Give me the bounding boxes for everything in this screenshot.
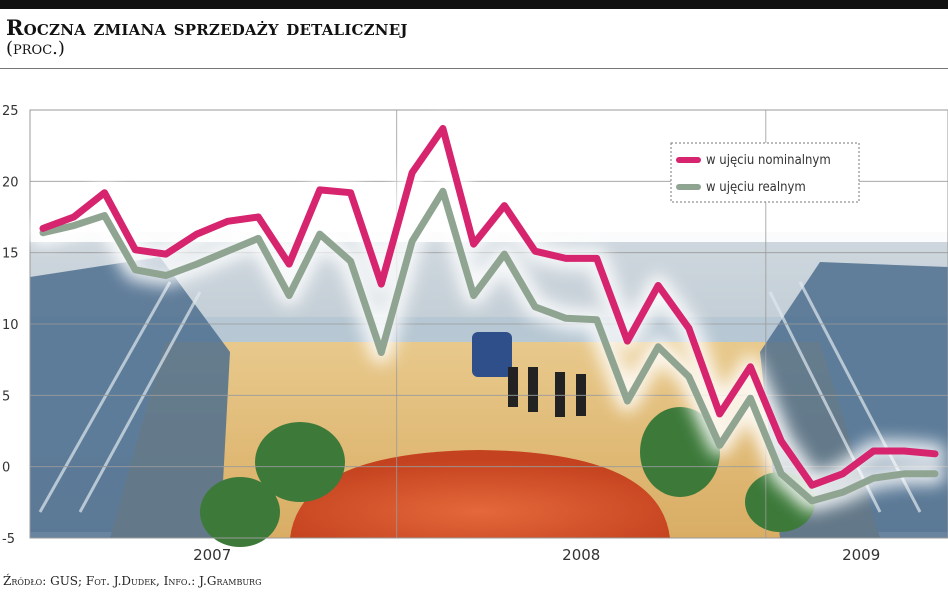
y-tick-label: -5 — [2, 532, 15, 547]
point-real — [255, 235, 262, 242]
chart-title: Roczna zmiana sprzedaży detalicznej — [6, 15, 408, 40]
point-nominal — [316, 186, 324, 194]
point-real — [470, 292, 477, 299]
y-tick-label: 20 — [2, 175, 19, 190]
point-nominal — [224, 218, 231, 225]
point-nominal — [931, 450, 939, 458]
point-nominal — [531, 248, 539, 255]
point-real — [624, 397, 631, 405]
point-nominal — [593, 255, 600, 262]
legend-label-real: w ujęciu realnym — [706, 180, 806, 195]
y-tick-label: 25 — [2, 104, 19, 119]
point-nominal — [716, 410, 723, 418]
data-series — [32, 117, 946, 512]
point-nominal — [685, 325, 693, 332]
line-chart: 25 20 15 10 5 0 -5 2007 2008 2009 w ujęciu nomin… — [2, 92, 948, 564]
point-real — [224, 248, 231, 255]
x-axis-year-labels: 2007 2008 2009 — [193, 546, 880, 564]
point-real — [132, 266, 139, 273]
y-axis-ticks: 25 20 15 10 5 0 -5 — [2, 104, 19, 547]
point-nominal — [101, 189, 108, 196]
point-real — [808, 497, 816, 505]
point-nominal — [747, 363, 754, 370]
point-nominal — [470, 240, 477, 248]
point-real — [408, 238, 416, 245]
x-year-label: 2008 — [562, 546, 600, 564]
point-nominal — [901, 447, 908, 455]
point-real — [531, 303, 539, 311]
point-real — [347, 258, 354, 265]
point-real — [931, 470, 939, 477]
source-credit: Źródło: GUS; Fot. J.Dudek, Info.: J.Gram… — [3, 574, 262, 588]
point-real — [70, 222, 77, 229]
point-nominal — [839, 470, 846, 477]
point-real — [439, 188, 447, 195]
series-line-nominal — [39, 125, 939, 489]
point-nominal — [654, 282, 662, 289]
point-real — [162, 272, 170, 279]
point-real — [378, 349, 385, 356]
point-real — [193, 260, 200, 268]
top-accent-bar — [0, 0, 948, 9]
point-nominal — [624, 337, 631, 345]
point-real — [870, 474, 877, 482]
series-line-real — [39, 187, 939, 505]
point-nominal — [132, 246, 139, 254]
y-tick-label: 5 — [2, 389, 10, 404]
point-real — [747, 394, 754, 402]
point-nominal — [778, 437, 785, 445]
point-nominal — [347, 189, 354, 196]
point-nominal — [70, 213, 77, 221]
point-nominal — [285, 260, 293, 268]
point-nominal — [39, 225, 47, 232]
point-nominal — [562, 255, 570, 262]
point-real — [285, 292, 293, 299]
x-year-label: 2007 — [193, 546, 231, 564]
point-nominal — [162, 250, 170, 258]
point-nominal — [378, 280, 385, 288]
legend-box — [670, 142, 860, 203]
point-real — [778, 470, 785, 477]
point-real — [316, 230, 324, 238]
point-real — [685, 373, 693, 380]
point-real — [501, 250, 508, 258]
chart-subtitle: (proc.) — [6, 38, 65, 59]
legend-label-nominal: w ujęciu nominalnym — [706, 153, 831, 168]
point-real — [593, 316, 600, 323]
point-real — [716, 442, 723, 449]
header-divider — [0, 68, 948, 69]
point-real — [654, 343, 662, 351]
point-real — [839, 489, 846, 496]
y-tick-label: 0 — [2, 461, 10, 476]
point-nominal — [408, 169, 416, 176]
y-tick-label: 15 — [2, 247, 19, 262]
point-nominal — [870, 447, 877, 455]
point-real — [562, 315, 570, 322]
x-year-label: 2009 — [842, 546, 880, 564]
point-nominal — [439, 125, 447, 132]
point-nominal — [501, 202, 508, 209]
point-real — [101, 212, 108, 219]
y-tick-label: 10 — [2, 318, 19, 333]
point-nominal — [193, 230, 200, 238]
legend: w ujęciu nominalnym w ujęciu realnym — [670, 142, 860, 203]
point-nominal — [255, 213, 262, 221]
point-nominal — [808, 482, 816, 489]
point-real — [901, 470, 908, 477]
